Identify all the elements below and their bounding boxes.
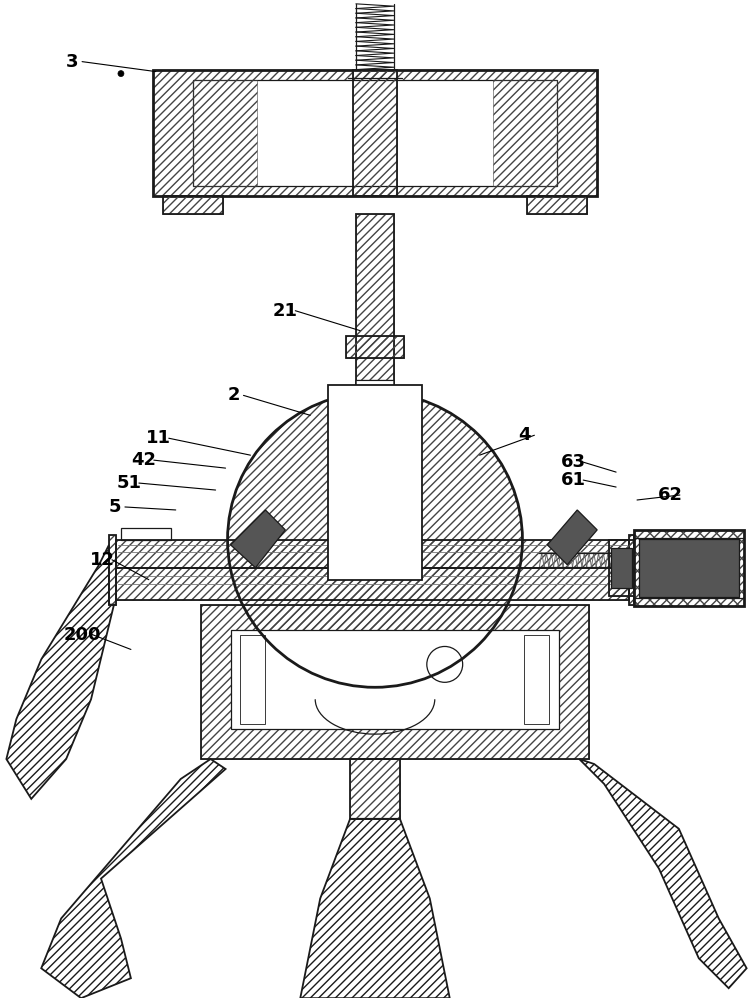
Bar (116, 540, 629, 568)
Bar (116, 568, 629, 600)
Bar (163, 196, 223, 214)
Text: 61: 61 (561, 471, 586, 489)
Bar (109, 535, 116, 605)
Bar (116, 540, 629, 568)
Text: 3: 3 (66, 53, 79, 71)
Bar (241, 635, 266, 724)
Polygon shape (548, 510, 597, 565)
Circle shape (118, 71, 124, 77)
Polygon shape (230, 510, 285, 568)
Bar (163, 196, 223, 214)
Bar (353, 70, 397, 196)
Bar (609, 540, 634, 596)
Polygon shape (356, 380, 394, 398)
Bar (153, 70, 597, 196)
Bar (634, 530, 744, 606)
Text: 5: 5 (109, 498, 122, 516)
Text: 11: 11 (146, 429, 171, 447)
Text: 200: 200 (63, 626, 100, 644)
Bar (609, 540, 634, 596)
Bar (201, 605, 590, 759)
Text: 12: 12 (89, 551, 115, 569)
Bar (121, 528, 171, 540)
Bar (629, 535, 634, 605)
Bar (611, 548, 632, 588)
Bar (634, 530, 744, 606)
Text: 62: 62 (658, 486, 682, 504)
Bar (356, 214, 394, 390)
Bar (350, 759, 400, 819)
Bar (527, 196, 587, 214)
Bar (193, 80, 557, 186)
Bar (109, 535, 116, 605)
Bar (353, 70, 397, 196)
Text: 42: 42 (131, 451, 156, 469)
Bar (524, 635, 549, 724)
Bar (634, 530, 744, 606)
Bar (346, 336, 404, 358)
Bar (629, 535, 634, 605)
Text: 63: 63 (561, 453, 586, 471)
Bar (356, 214, 394, 390)
Bar (346, 336, 404, 358)
Bar (493, 80, 557, 186)
Bar (230, 630, 560, 729)
Bar (328, 385, 422, 580)
Text: 4: 4 (518, 426, 531, 444)
Text: 21: 21 (273, 302, 298, 320)
Bar (193, 80, 257, 186)
Text: 2: 2 (227, 386, 240, 404)
Bar (527, 196, 587, 214)
Bar (350, 759, 400, 819)
Bar (153, 70, 597, 196)
Text: 51: 51 (116, 474, 142, 492)
Bar (201, 605, 590, 759)
Bar (639, 539, 739, 597)
Circle shape (427, 646, 463, 682)
Bar (116, 568, 629, 600)
